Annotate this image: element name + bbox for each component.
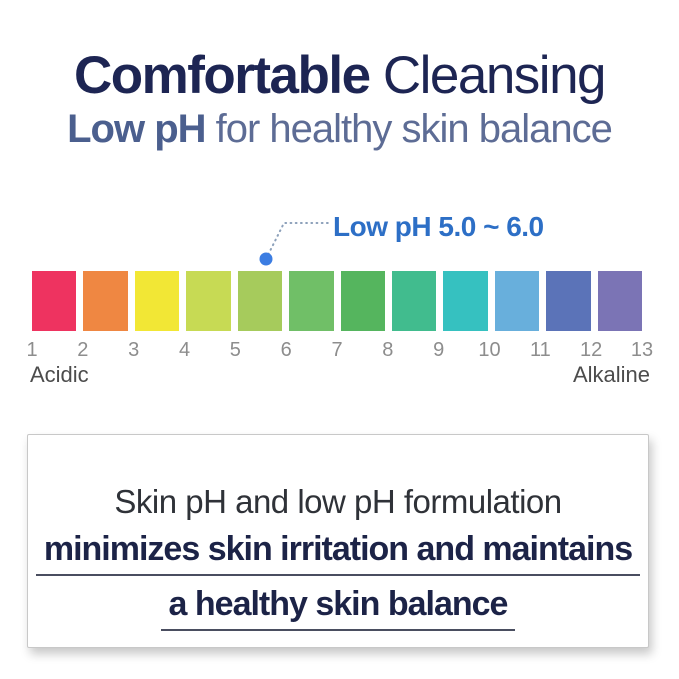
ph-tick-label-3: 3	[128, 339, 140, 361]
page-title: Comfortable Cleansing	[0, 46, 679, 105]
ph-segment-10	[494, 271, 540, 331]
info-line-3: a healthy skin balance	[28, 585, 648, 631]
info-line-3-text: a healthy skin balance	[160, 585, 516, 631]
ph-tick-label-6: 6	[280, 339, 292, 361]
title-light-text: Cleansing	[369, 46, 607, 105]
ph-segment-8	[391, 271, 437, 331]
ph-tick-label-11: 11	[529, 339, 551, 361]
info-line-1: Skin pH and low pH formulation	[114, 483, 562, 520]
ph-tick-label-4: 4	[178, 339, 191, 361]
ph-tick-label-1: 1	[26, 339, 38, 361]
info-line-2-text: minimizes skin irritation and maintains	[35, 530, 641, 576]
ph-tick-label-8: 8	[382, 339, 394, 361]
ph-segment-11	[546, 271, 591, 331]
header: Comfortable Cleansing Low pH for healthy…	[0, 46, 679, 151]
subtitle-bold-text: Low pH	[67, 107, 206, 152]
subtitle-light-text: for healthy skin balance	[205, 107, 613, 152]
ph-color-bar	[32, 271, 643, 331]
ph-segment-1	[32, 271, 77, 331]
ph-segment-9	[443, 271, 488, 331]
ph-tick-label-10: 10	[478, 339, 501, 361]
ph-highlight-label: Low pH 5.0 ~ 6.0	[333, 211, 544, 242]
info-card: Skin pH and low pH formulation minimizes…	[27, 434, 649, 648]
alkaline-label: Alkaline	[572, 362, 650, 387]
ph-marker-dot	[259, 252, 273, 266]
dotted-leader-line	[265, 222, 330, 260]
ph-tick-label-5: 5	[229, 339, 241, 361]
ph-tick-label-7: 7	[331, 339, 343, 361]
ph-tick-label-13: 13	[630, 339, 654, 361]
ph-tick-label-12: 12	[580, 339, 603, 361]
ph-segment-5	[237, 271, 283, 331]
acidic-label: Acidic	[30, 362, 89, 387]
ph-segment-7	[340, 271, 385, 331]
ph-segment-4	[186, 271, 231, 331]
title-bold-text: Comfortable	[73, 46, 371, 105]
ph-segment-2	[83, 271, 128, 331]
ph-tick-label-9: 9	[433, 339, 445, 361]
info-line-2: minimizes skin irritation and maintains	[28, 530, 648, 576]
page-subtitle: Low pH for healthy skin balance	[0, 107, 679, 151]
ph-tick-row: 1 2 3 4 5 6 7 8 9 10 11 12 13	[26, 339, 653, 363]
ph-segment-6	[289, 271, 334, 331]
ph-segment-3	[134, 271, 180, 331]
ph-tick-label-2: 2	[77, 339, 89, 361]
ph-segment-12	[597, 271, 643, 331]
